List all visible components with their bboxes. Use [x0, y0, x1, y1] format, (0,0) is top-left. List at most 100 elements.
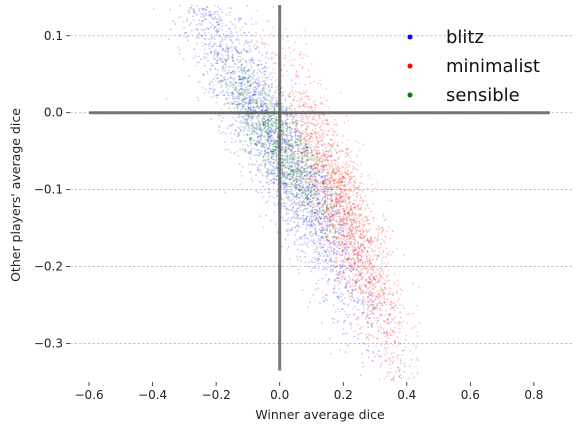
scatter-point-blitz [267, 57, 270, 60]
scatter-point-blitz [172, 20, 175, 23]
scatter-point-blitz [306, 126, 309, 129]
scatter-point-minimalist [326, 180, 329, 183]
scatter-point-blitz [238, 52, 241, 54]
scatter-point-sensible [330, 250, 333, 252]
scatter-point-blitz [303, 155, 306, 158]
scatter-point-blitz [264, 82, 266, 84]
scatter-point-minimalist [345, 166, 348, 169]
scatter-point-sensible [246, 97, 248, 100]
scatter-point-blitz [298, 168, 300, 171]
scatter-point-minimalist [307, 138, 310, 140]
scatter-point-blitz [366, 259, 369, 262]
scatter-point-blitz [309, 171, 311, 174]
scatter-point-blitz [273, 108, 276, 111]
scatter-point-blitz [263, 71, 265, 73]
scatter-point-blitz [300, 236, 302, 239]
scatter-point-blitz [296, 258, 299, 261]
scatter-point-blitz [237, 75, 240, 78]
scatter-point-minimalist [382, 304, 384, 307]
scatter-point-minimalist [369, 290, 371, 293]
scatter-point-blitz [256, 105, 259, 108]
scatter-point-blitz [259, 151, 262, 153]
scatter-point-minimalist [340, 220, 342, 223]
scatter-point-blitz [276, 136, 279, 139]
scatter-point-blitz [301, 180, 304, 182]
scatter-point-minimalist [362, 264, 365, 267]
scatter-point-blitz [300, 259, 302, 262]
scatter-point-minimalist [321, 163, 324, 166]
scatter-point-minimalist [314, 134, 317, 136]
scatter-point-minimalist [258, 70, 261, 72]
scatter-point-blitz [304, 255, 307, 258]
scatter-point-blitz [281, 176, 284, 179]
scatter-point-blitz [285, 135, 288, 138]
scatter-point-blitz [285, 192, 288, 195]
scatter-point-minimalist [369, 298, 372, 300]
scatter-point-sensible [338, 232, 340, 235]
scatter-point-minimalist [317, 82, 319, 84]
scatter-point-blitz [301, 160, 304, 163]
scatter-point-sensible [322, 237, 325, 239]
scatter-point-minimalist [292, 115, 295, 117]
scatter-point-sensible [292, 184, 295, 186]
scatter-point-blitz [263, 115, 266, 118]
scatter-point-minimalist [360, 258, 363, 261]
scatter-point-minimalist [299, 99, 302, 102]
scatter-point-blitz [238, 18, 240, 21]
scatter-point-blitz [228, 125, 230, 127]
scatter-point-blitz [305, 227, 308, 230]
scatter-point-minimalist [300, 92, 303, 95]
scatter-point-minimalist [336, 161, 339, 164]
scatter-point-blitz [204, 18, 207, 21]
scatter-point-minimalist [338, 171, 341, 174]
scatter-point-blitz [239, 78, 242, 81]
scatter-point-blitz [378, 355, 381, 357]
scatter-point-blitz [270, 139, 273, 142]
scatter-point-minimalist [310, 63, 313, 65]
scatter-point-minimalist [309, 98, 312, 101]
scatter-point-blitz [261, 109, 264, 112]
scatter-point-blitz [241, 50, 243, 52]
scatter-point-sensible [238, 116, 241, 119]
scatter-point-blitz [192, 19, 195, 21]
scatter-point-minimalist [393, 352, 395, 354]
scatter-point-minimalist [416, 335, 419, 337]
scatter-point-blitz [245, 72, 247, 75]
scatter-point-blitz [371, 350, 374, 353]
scatter-point-minimalist [292, 93, 295, 96]
scatter-point-blitz [267, 147, 269, 150]
scatter-point-blitz [218, 80, 220, 83]
scatter-point-minimalist [338, 217, 341, 220]
scatter-point-blitz [298, 243, 301, 246]
scatter-point-minimalist [301, 57, 304, 60]
scatter-point-blitz [230, 39, 233, 42]
scatter-point-minimalist [332, 237, 335, 240]
scatter-point-blitz [351, 266, 354, 269]
scatter-point-minimalist [330, 211, 332, 214]
scatter-point-sensible [371, 258, 374, 261]
scatter-point-blitz [226, 148, 229, 151]
scatter-point-blitz [311, 213, 314, 216]
scatter-point-minimalist [377, 290, 379, 293]
scatter-point-blitz [258, 125, 261, 128]
scatter-point-blitz [246, 114, 249, 116]
scatter-point-minimalist [337, 230, 339, 233]
scatter-point-blitz [228, 106, 231, 109]
scatter-point-minimalist [398, 369, 401, 371]
scatter-point-blitz [275, 139, 278, 142]
scatter-point-minimalist [368, 275, 371, 278]
scatter-point-blitz [264, 126, 266, 129]
scatter-point-blitz [287, 228, 289, 230]
scatter-point-blitz [249, 137, 252, 140]
scatter-point-minimalist [317, 123, 320, 125]
scatter-point-blitz [270, 163, 272, 166]
scatter-point-blitz [223, 93, 226, 96]
scatter-point-minimalist [354, 300, 357, 303]
scatter-point-blitz [218, 45, 221, 47]
scatter-point-blitz [324, 260, 326, 263]
scatter-point-blitz [305, 177, 308, 180]
scatter-point-minimalist [347, 148, 350, 151]
scatter-point-blitz [367, 307, 370, 309]
scatter-point-blitz [225, 43, 228, 46]
scatter-point-sensible [296, 180, 298, 183]
